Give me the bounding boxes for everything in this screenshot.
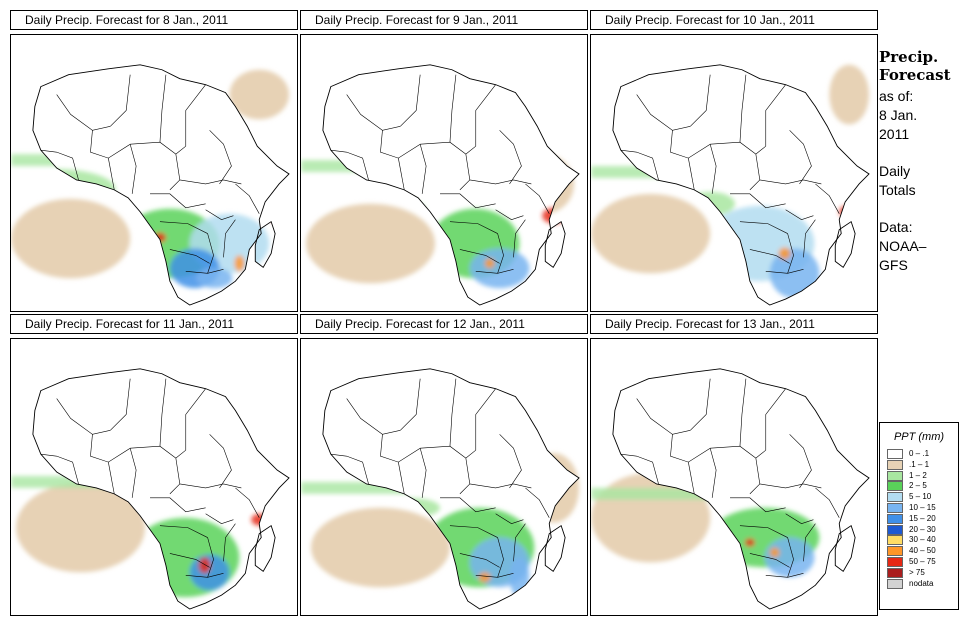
legend-swatch (887, 481, 903, 492)
asof-label: as of: (879, 88, 914, 104)
legend-label: 40 – 50 (909, 546, 936, 556)
totals-label: Totals (879, 182, 916, 198)
data-model: GFS (879, 257, 908, 273)
legend-swatch (887, 578, 903, 589)
legend-swatch (887, 492, 903, 503)
legend-item: 2 – 5 (880, 481, 958, 492)
panel-title: Daily Precip. Forecast for 10 Jan., 2011 (590, 10, 878, 30)
map-canvas (11, 64, 290, 306)
legend-item: .1 – 1 (880, 459, 958, 471)
data-label: Data: (879, 219, 913, 235)
legend-title: PPT (mm) (893, 431, 945, 443)
panel-title: Daily Precip. Forecast for 11 Jan., 2011 (10, 314, 298, 334)
legend-item: 5 – 10 (880, 492, 958, 503)
legend-item: 50 – 75 (880, 556, 958, 568)
precip-map (300, 338, 588, 616)
madagascar-coastline (544, 220, 566, 268)
daily-label: Daily (879, 163, 911, 179)
africa-coastline (322, 368, 580, 610)
legend-label: 2 – 5 (909, 481, 927, 491)
heading-precip: Precip. (879, 48, 939, 66)
ocean-precip-field (11, 476, 146, 573)
asof-date: 8 Jan. (879, 107, 918, 123)
legend-item: 10 – 15 (880, 502, 958, 514)
legend-label: 15 – 20 (909, 513, 936, 523)
legend-label: 30 – 40 (909, 535, 936, 545)
legend-swatch (887, 556, 903, 567)
asof-year: 2011 (879, 126, 910, 142)
legend-label: .1 – 1 (909, 459, 930, 469)
map-canvas (11, 368, 290, 610)
africa-coastline (612, 368, 870, 610)
legend-swatch (887, 546, 903, 557)
country-borders (620, 74, 840, 274)
legend-item: 1 – 2 (880, 470, 958, 482)
legend-label: nodata (909, 578, 934, 588)
country-borders (330, 378, 550, 578)
africa-coastline (32, 64, 290, 306)
map-canvas (591, 368, 870, 610)
map-canvas (301, 368, 580, 610)
legend-swatch (887, 567, 903, 578)
panel-title: Daily Precip. Forecast for 12 Jan., 2011 (300, 314, 588, 334)
country-borders (40, 378, 260, 578)
legend-label: 1 – 2 (909, 470, 927, 480)
country-borders (330, 74, 550, 274)
legend-label: 0 – .1 (909, 449, 930, 458)
legend-swatch (887, 513, 903, 524)
precip-map (590, 34, 878, 312)
legend-swatch (887, 459, 903, 470)
madagascar-coastline (834, 220, 856, 268)
legend-item: nodata (880, 578, 958, 590)
precip-map (300, 34, 588, 312)
africa-coastline (32, 368, 290, 610)
side-info: Precip. Forecast as of: 8 Jan. 2011 Dail… (879, 48, 963, 275)
madagascar-coastline (544, 524, 566, 572)
africa-coastline (322, 64, 580, 306)
country-borders (620, 378, 840, 578)
legend-swatch (887, 524, 903, 535)
legend-label: > 75 (909, 567, 925, 577)
legend-swatch (887, 470, 903, 481)
legend-item: 15 – 20 (880, 513, 958, 525)
legend-item: 30 – 40 (880, 535, 958, 546)
panel-title: Daily Precip. Forecast for 8 Jan., 2011 (10, 10, 298, 30)
ocean-precip-field (591, 473, 711, 563)
africa-coastline (612, 64, 870, 306)
map-canvas (301, 64, 580, 306)
panel-title: Daily Precip. Forecast for 9 Jan., 2011 (300, 10, 588, 30)
precip-map (10, 338, 298, 616)
legend-swatch (887, 535, 903, 546)
madagascar-coastline (254, 524, 276, 572)
map-canvas (591, 64, 870, 306)
legend-item: 40 – 50 (880, 546, 958, 557)
legend-swatch (887, 502, 903, 513)
legend-label: 50 – 75 (909, 556, 936, 566)
legend-label: 10 – 15 (909, 502, 936, 512)
legend-item: 20 – 30 (880, 524, 958, 536)
country-borders (40, 74, 260, 274)
data-source: NOAA– (879, 238, 927, 254)
legend-label: 5 – 10 (909, 492, 932, 502)
precip-map (590, 338, 878, 616)
madagascar-coastline (254, 220, 276, 268)
heading-forecast: Forecast (879, 66, 951, 84)
legend-item: > 75 (880, 567, 958, 579)
legend-label: 20 – 30 (909, 524, 936, 534)
madagascar-coastline (834, 524, 856, 572)
legend-swatch (887, 449, 903, 459)
legend-item: 0 – .1 (880, 449, 958, 460)
precip-map (10, 34, 298, 312)
panel-title: Daily Precip. Forecast for 13 Jan., 2011 (590, 314, 878, 334)
